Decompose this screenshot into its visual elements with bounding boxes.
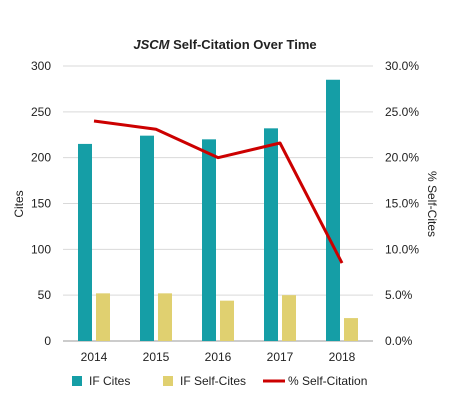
x-tick-label: 2016 <box>205 350 232 364</box>
bar-if-self-cites-2014 <box>96 293 110 341</box>
right-axis-ticks: 0.0% 5.0% 10.0% 15.0% 20.0% 25.0% 30.0% <box>385 59 419 348</box>
line-self-citation <box>93 119 344 264</box>
right-tick-label: 30.0% <box>385 59 419 73</box>
legend-label: % Self-Citation <box>288 374 367 388</box>
right-axis-title: % Self-Cites <box>425 171 439 237</box>
right-tick-label: 5.0% <box>385 288 413 302</box>
x-tick-label: 2018 <box>329 350 356 364</box>
legend-label: IF Cites <box>89 374 130 388</box>
chart-title: JSCM Self-Citation Over Time <box>133 37 316 52</box>
bar-if-cites-2018 <box>326 79 340 341</box>
legend-label: IF Self-Cites <box>180 374 246 388</box>
left-tick-label: 250 <box>31 105 51 119</box>
left-tick-label: 50 <box>38 288 52 302</box>
right-tick-label: 20.0% <box>385 151 419 165</box>
x-tick-label: 2015 <box>143 350 170 364</box>
bar-if-self-cites-2018 <box>344 318 358 341</box>
right-tick-label: 10.0% <box>385 242 419 256</box>
bar-if-cites-2016 <box>202 139 216 341</box>
left-tick-label: 100 <box>31 242 51 256</box>
legend-swatch <box>163 376 173 386</box>
left-axis-title: Cites <box>12 190 26 217</box>
right-tick-label: 0.0% <box>385 334 413 348</box>
x-tick-label: 2014 <box>81 350 108 364</box>
bar-if-cites-2017 <box>264 128 278 341</box>
left-tick-label: 0 <box>44 334 51 348</box>
bar-if-self-cites-2017 <box>282 295 296 341</box>
left-tick-label: 200 <box>31 151 51 165</box>
bar-if-cites-2015 <box>140 135 154 341</box>
left-axis-ticks: 0 50 100 150 200 250 300 <box>31 59 51 348</box>
x-tick-label: 2017 <box>267 350 294 364</box>
x-axis-ticks: 2014 2015 2016 2017 2018 <box>81 350 356 364</box>
right-tick-label: 15.0% <box>385 197 419 211</box>
bar-if-self-cites-2016 <box>220 300 234 341</box>
legend-swatch <box>72 376 82 386</box>
line-series <box>93 119 344 264</box>
left-tick-label: 150 <box>31 197 51 211</box>
left-tick-label: 300 <box>31 59 51 73</box>
bar-if-self-cites-2015 <box>158 293 172 341</box>
bar-if-cites-2014 <box>78 143 92 341</box>
legend: IF Cites IF Self-Cites % Self-Citation <box>72 374 367 388</box>
right-tick-label: 25.0% <box>385 105 419 119</box>
bars <box>78 79 358 341</box>
